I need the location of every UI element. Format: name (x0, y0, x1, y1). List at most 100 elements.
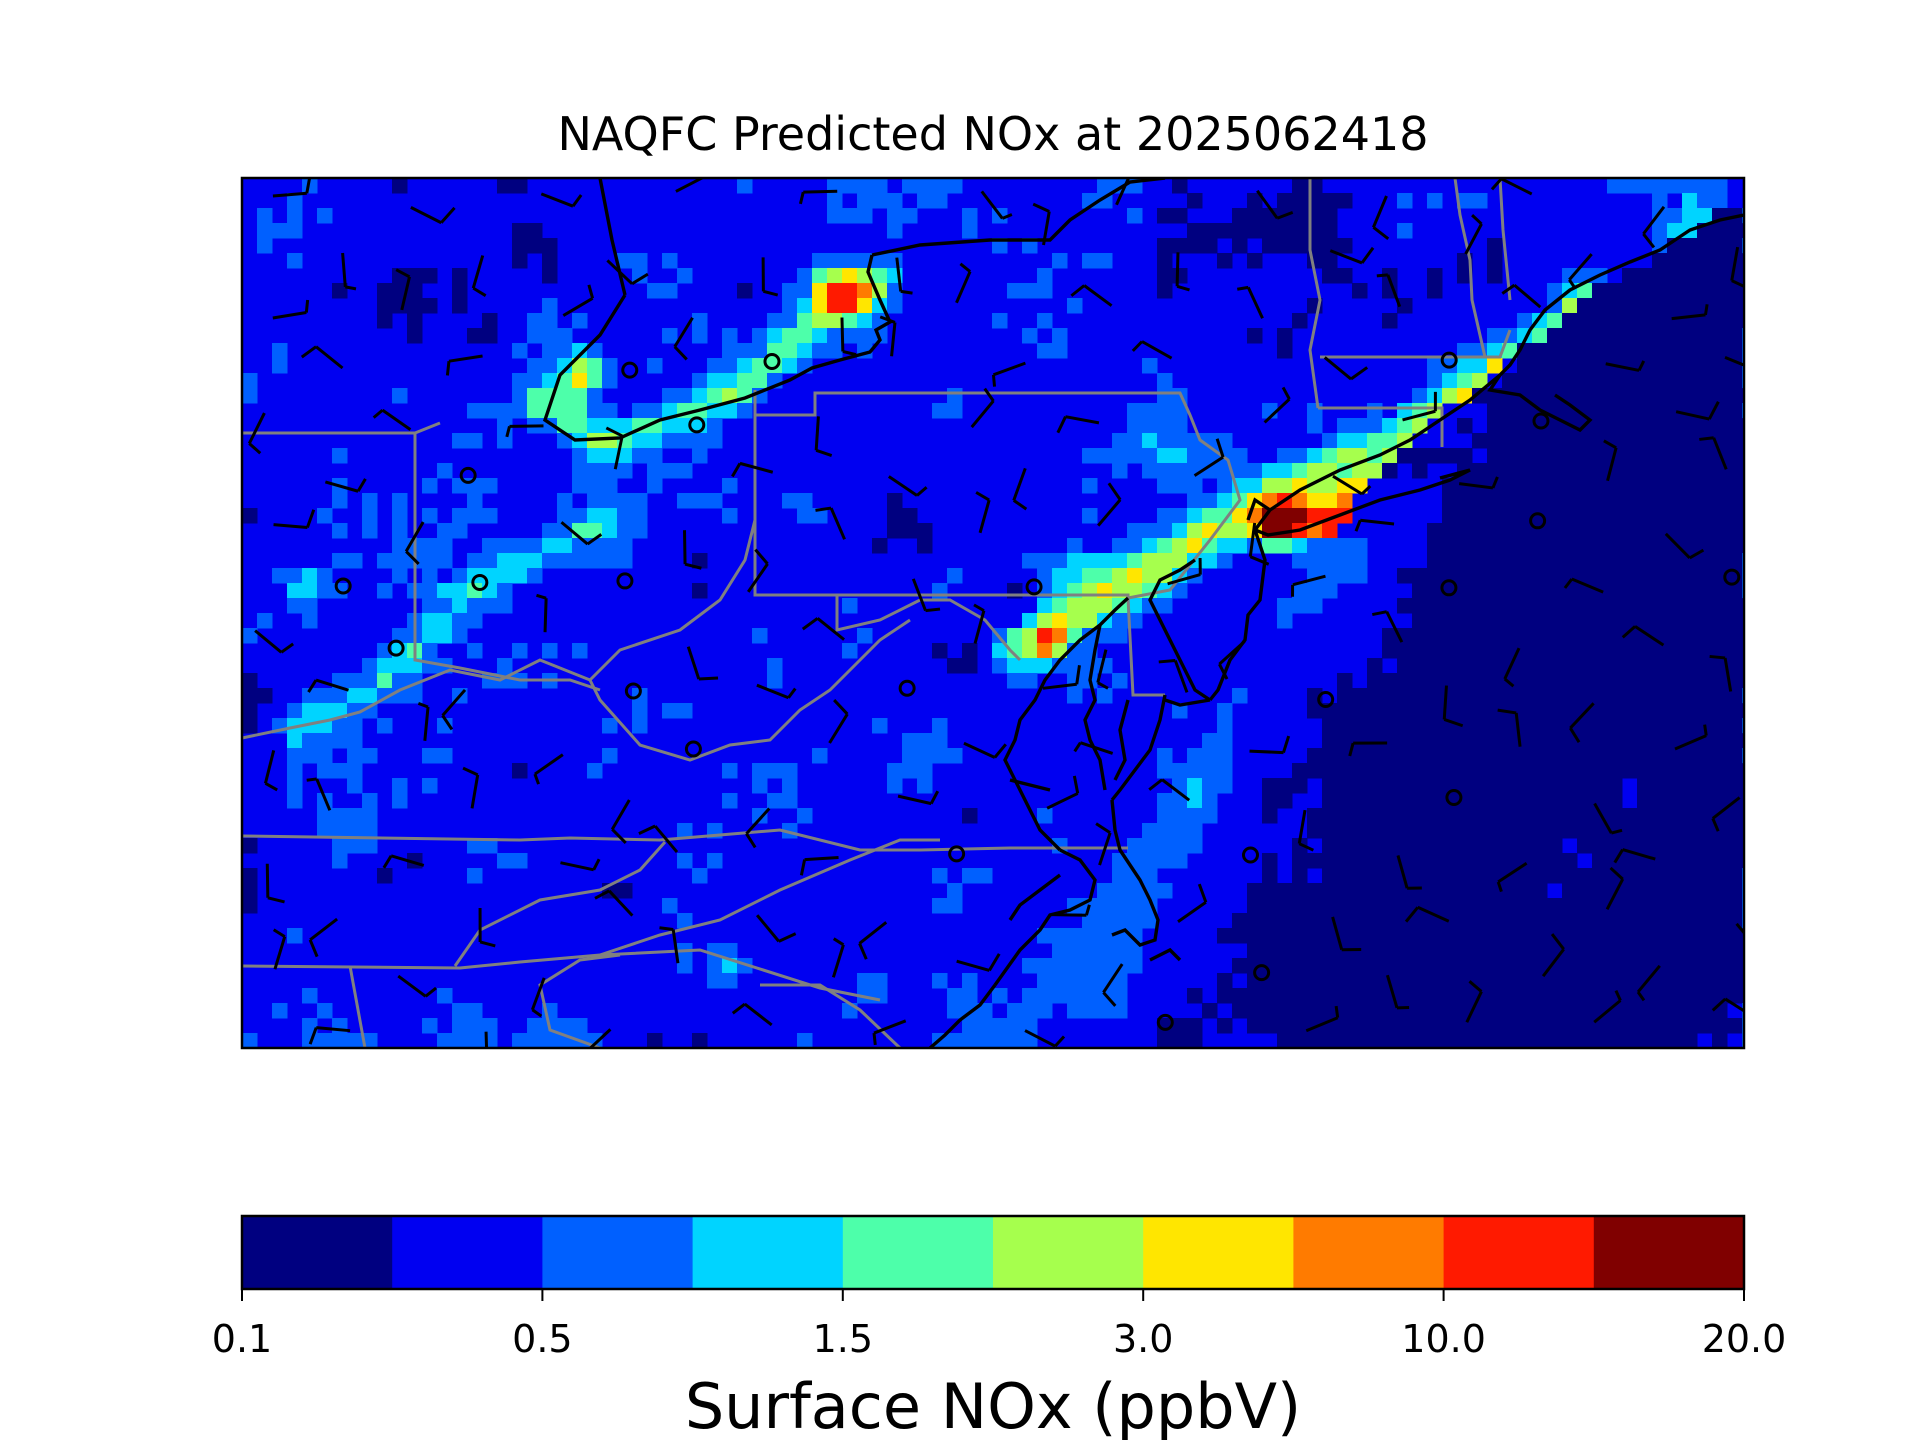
nox-cell (1322, 1033, 1338, 1048)
nox-cell (1322, 838, 1338, 854)
wind-barb (731, 461, 774, 478)
nox-cell (1247, 898, 1263, 914)
wind-barb (308, 917, 339, 958)
nox-cell (392, 283, 408, 299)
nox-cell (1487, 958, 1503, 974)
nox-cell (1652, 313, 1668, 329)
nox-cell (1592, 328, 1608, 344)
nox-cell (1427, 658, 1443, 674)
nox-cell (1082, 913, 1098, 929)
nox-cell (1697, 418, 1713, 434)
nox-cell (1637, 988, 1653, 1004)
colorbar-ticks: 0.1 0.5 1.5 3.0 10.0 20.0 (212, 1289, 1786, 1361)
state-boundary-line (348, 965, 367, 1048)
nox-cell (1562, 943, 1578, 959)
nox-cell (1262, 508, 1278, 524)
nox-cell (1547, 493, 1563, 509)
nox-cell (947, 1003, 963, 1019)
nox-cell (1697, 1003, 1713, 1019)
nox-cell (1607, 913, 1623, 929)
nox-cell (1682, 373, 1698, 389)
nox-cell (1322, 808, 1338, 824)
nox-cell (1487, 1033, 1503, 1048)
nox-cell (1607, 763, 1623, 779)
nox-cell (737, 373, 753, 389)
nox-cell (887, 283, 903, 299)
nox-cell (1127, 598, 1143, 614)
wind-barb (991, 361, 1026, 387)
nox-cell (1727, 883, 1743, 899)
nox-cell (1667, 838, 1683, 854)
nox-cell (1457, 268, 1473, 284)
nox-cell (1337, 898, 1353, 914)
nox-cell (1682, 883, 1698, 899)
nox-cell (1307, 958, 1323, 974)
nox-cell (1172, 268, 1188, 284)
nox-cell (527, 1018, 543, 1034)
nox-cell (557, 493, 573, 509)
nox-cell (1652, 223, 1668, 239)
nox-cell (1592, 493, 1608, 509)
nox-cell (1127, 613, 1143, 629)
nox-cell (1037, 598, 1053, 614)
nox-cell (1187, 238, 1203, 254)
wind-barb (410, 206, 456, 225)
nox-cell (362, 1033, 378, 1048)
nox-cell (1562, 1003, 1578, 1019)
nox-cell (1457, 853, 1473, 869)
nox-cell (1472, 958, 1488, 974)
nox-cell (1412, 958, 1428, 974)
nox-cell (872, 253, 888, 269)
wind-barb (1636, 964, 1661, 1002)
nox-cell (1547, 733, 1563, 749)
nox-cell (1517, 943, 1533, 959)
nox-cell (392, 778, 408, 794)
nox-cell (1442, 613, 1458, 629)
nox-cell (707, 388, 723, 404)
nox-cell (392, 508, 408, 524)
nox-cell (362, 823, 378, 839)
wind-barb (1102, 963, 1124, 1007)
nox-cell (1472, 1003, 1488, 1019)
nox-cell (1352, 463, 1368, 479)
nox-cell (1652, 703, 1668, 719)
nox-cell (1427, 943, 1443, 959)
nox-cell (1637, 1003, 1653, 1019)
nox-cell (1157, 373, 1173, 389)
nox-cell (1442, 838, 1458, 854)
nox-cell (1487, 673, 1503, 689)
nox-cell (1667, 913, 1683, 929)
nox-cell (1577, 433, 1593, 449)
nox-cell (302, 568, 318, 584)
nox-cell (1097, 448, 1113, 464)
nox-cell (377, 283, 393, 299)
colorbar: 0.1 0.5 1.5 3.0 10.0 20.0 Surface NOx (ppbV) (212, 1214, 1786, 1440)
nox-cell (1367, 973, 1383, 989)
nox-cell (1277, 928, 1293, 944)
nox-cell (1472, 463, 1488, 479)
nox-cell (1457, 673, 1473, 689)
nox-cell (1022, 613, 1038, 629)
nox-cell (1367, 898, 1383, 914)
nox-cell (1652, 733, 1668, 749)
nox-cell (1277, 778, 1293, 794)
nox-cell (1397, 1003, 1413, 1019)
nox-cell (1607, 568, 1623, 584)
nox-cell (1637, 373, 1653, 389)
nox-cell (1547, 808, 1563, 824)
nox-cell (1502, 823, 1518, 839)
nox-cell (632, 433, 648, 449)
wind-barb (1073, 741, 1114, 755)
nox-cell (722, 358, 738, 374)
nox-cell (812, 283, 828, 299)
nox-cell (1622, 583, 1638, 599)
nox-cell (1652, 973, 1668, 989)
nox-cell (437, 628, 453, 644)
nox-cell (1262, 493, 1278, 509)
nox-cell (1622, 868, 1638, 884)
nox-cell (1322, 973, 1338, 989)
nox-cell (1352, 283, 1368, 299)
wind-barb (1711, 997, 1744, 1013)
nox-cell (1592, 568, 1608, 584)
nox-cell (362, 673, 378, 689)
